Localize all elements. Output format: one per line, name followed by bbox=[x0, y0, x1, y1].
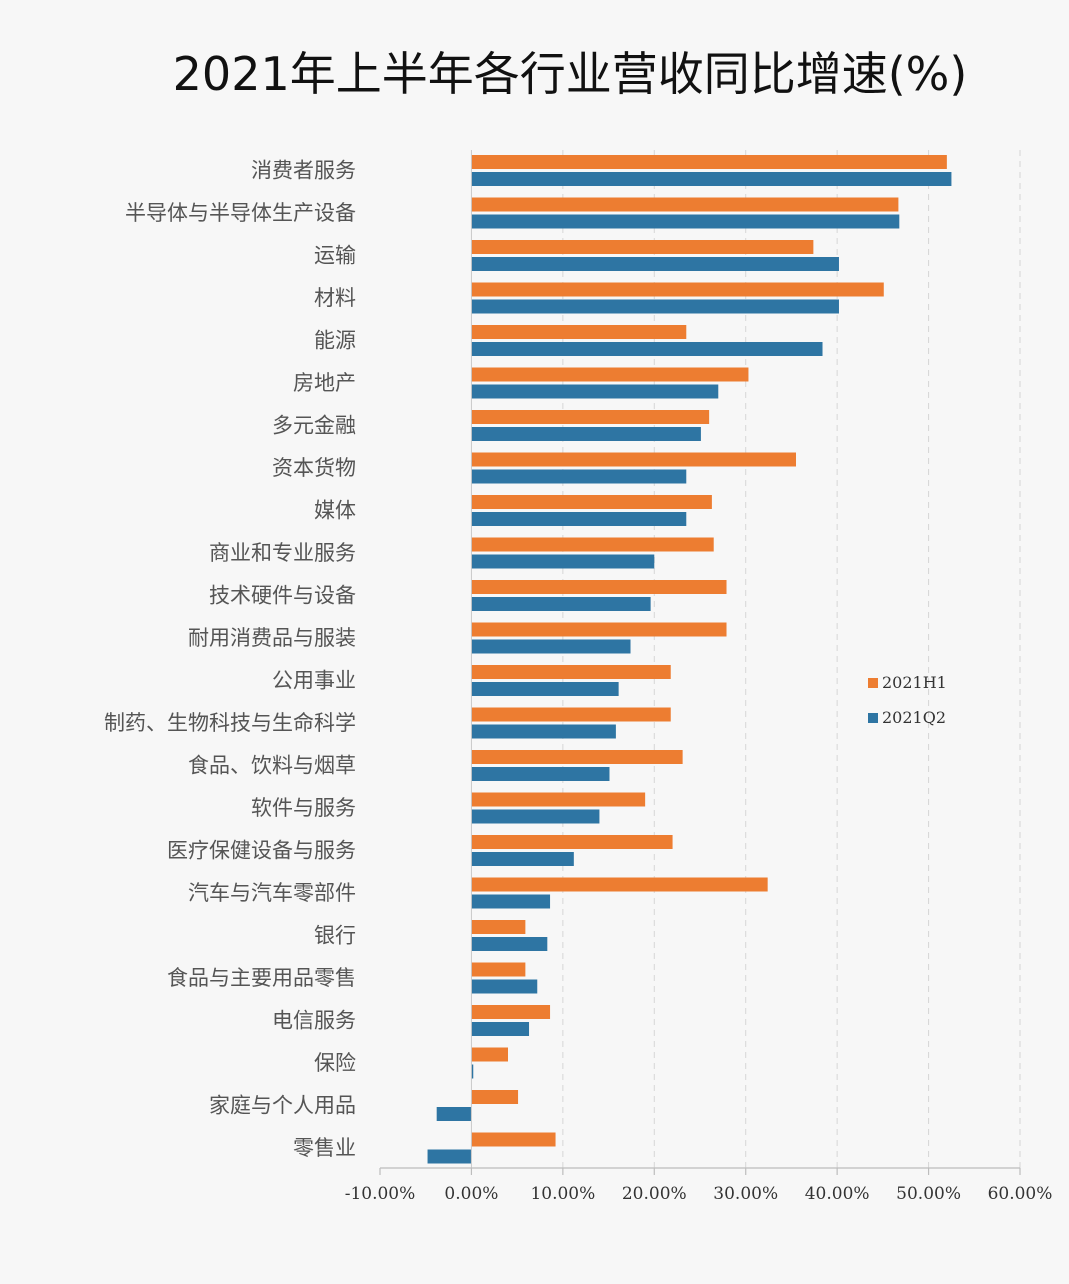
legend-label-2021q2: 2021Q2 bbox=[882, 708, 946, 727]
bar-2021h1 bbox=[471, 1047, 508, 1062]
bar-2021h1 bbox=[471, 665, 671, 679]
bar-2021q2 bbox=[471, 1064, 474, 1079]
bar-2021q2 bbox=[471, 469, 687, 484]
category-label: 材料 bbox=[314, 286, 356, 310]
chart-title: 2021年上半年各行业营收同比增速(%) bbox=[172, 47, 968, 101]
x-tick-label: 50.00% bbox=[896, 1184, 961, 1204]
legend-label-2021h1: 2021H1 bbox=[882, 673, 947, 692]
bar-2021q2 bbox=[471, 979, 538, 994]
category-label: 保险 bbox=[314, 1051, 356, 1075]
x-tick-label: -10.00% bbox=[345, 1184, 416, 1204]
x-tick-label: 30.00% bbox=[713, 1184, 778, 1204]
bar-2021q2 bbox=[471, 554, 655, 569]
bar-2021q2 bbox=[471, 1022, 530, 1036]
bar-2021h1 bbox=[471, 240, 814, 254]
category-label: 技术硬件与设备 bbox=[209, 584, 356, 608]
bar-2021h1 bbox=[471, 1090, 519, 1104]
category-label: 银行 bbox=[314, 924, 356, 948]
bar-2021q2 bbox=[471, 172, 952, 186]
category-label: 软件与服务 bbox=[251, 796, 356, 820]
bar-2021h1 bbox=[471, 580, 727, 594]
bar-2021h1 bbox=[471, 325, 687, 339]
bar-2021h1 bbox=[471, 155, 947, 169]
legend-swatch-2021q2 bbox=[868, 713, 878, 723]
bar-2021h1 bbox=[471, 282, 884, 297]
bar-2021h1 bbox=[471, 1005, 551, 1019]
category-label: 电信服务 bbox=[272, 1009, 356, 1033]
bar-2021h1 bbox=[471, 537, 714, 552]
category-label: 媒体 bbox=[314, 499, 356, 523]
bar-2021q2 bbox=[471, 767, 610, 781]
legend-swatch-2021h1 bbox=[868, 678, 878, 688]
bar-2021q2 bbox=[471, 342, 823, 356]
bar-2021h1 bbox=[471, 495, 712, 509]
bar-2021h1 bbox=[471, 452, 796, 467]
category-label: 消费者服务 bbox=[251, 159, 356, 183]
category-label: 食品与主要用品零售 bbox=[167, 966, 356, 990]
bar-2021q2 bbox=[471, 214, 900, 229]
bar-2021q2 bbox=[471, 597, 651, 611]
bar-2021q2 bbox=[471, 299, 839, 314]
category-label: 商业和专业服务 bbox=[209, 541, 356, 565]
category-label: 汽车与汽车零部件 bbox=[188, 881, 356, 905]
bar-2021q2 bbox=[471, 512, 687, 526]
category-label: 运输 bbox=[314, 244, 356, 268]
bar-2021q2 bbox=[471, 894, 551, 909]
category-label: 食品、饮料与烟草 bbox=[188, 754, 356, 778]
category-label: 资本货物 bbox=[272, 456, 356, 480]
bar-2021h1 bbox=[471, 877, 768, 892]
bar-2021q2 bbox=[471, 809, 600, 824]
category-label: 多元金融 bbox=[272, 414, 356, 438]
x-tick-label: 60.00% bbox=[988, 1184, 1053, 1204]
bar-2021h1 bbox=[471, 367, 749, 382]
category-label: 耐用消费品与服装 bbox=[188, 626, 356, 650]
bar-2021h1 bbox=[471, 962, 526, 977]
bar-2021h1 bbox=[471, 792, 646, 807]
x-tick-label: 20.00% bbox=[622, 1184, 687, 1204]
x-tick-label: 0.00% bbox=[444, 1184, 498, 1204]
bar-2021h1 bbox=[471, 835, 673, 849]
bar-2021q2 bbox=[471, 852, 574, 866]
bar-2021h1 bbox=[471, 622, 727, 637]
bar-2021h1 bbox=[471, 410, 710, 424]
bar-2021h1 bbox=[471, 920, 526, 934]
bar-2021q2 bbox=[471, 384, 719, 399]
bar-2021h1 bbox=[471, 1132, 556, 1147]
category-label: 家庭与个人用品 bbox=[209, 1094, 356, 1118]
bar-2021h1 bbox=[471, 707, 671, 722]
x-tick-label: 10.00% bbox=[530, 1184, 595, 1204]
category-label: 能源 bbox=[314, 329, 356, 353]
bar-2021q2 bbox=[471, 427, 701, 441]
bar-2021q2 bbox=[471, 937, 548, 951]
category-label: 房地产 bbox=[293, 371, 356, 395]
category-label: 公用事业 bbox=[272, 669, 356, 693]
bar-2021q2 bbox=[471, 257, 839, 271]
bar-2021q2 bbox=[436, 1107, 472, 1121]
bar-2021h1 bbox=[471, 197, 899, 212]
x-tick-label: 40.00% bbox=[805, 1184, 870, 1204]
category-label: 制药、生物科技与生命科学 bbox=[104, 711, 356, 735]
bar-2021q2 bbox=[471, 724, 616, 739]
bar-2021h1 bbox=[471, 750, 683, 764]
category-label: 零售业 bbox=[293, 1136, 356, 1160]
category-label: 半导体与半导体生产设备 bbox=[125, 201, 356, 225]
bar-2021q2 bbox=[427, 1149, 472, 1164]
bar-2021q2 bbox=[471, 682, 619, 696]
category-label: 医疗保健设备与服务 bbox=[167, 839, 356, 863]
bar-2021q2 bbox=[471, 639, 631, 654]
